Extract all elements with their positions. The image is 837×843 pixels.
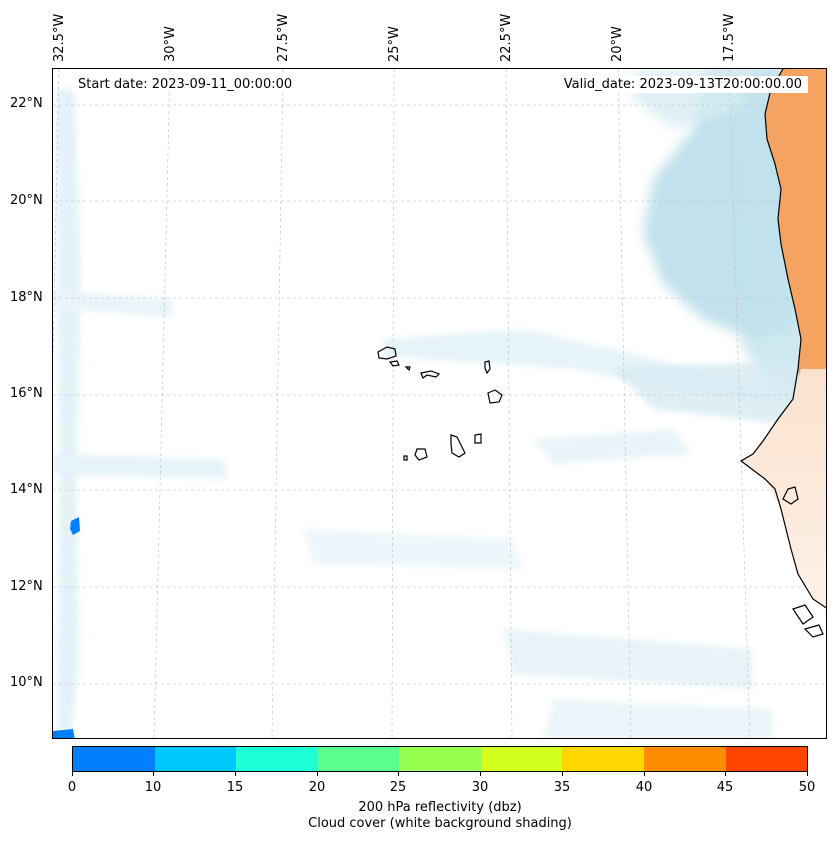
colorbar-segment-0-10 <box>73 747 155 771</box>
cloud-streak-8 <box>613 359 813 429</box>
lon-label-17-5: 17.5°W <box>722 13 737 62</box>
colorbar-tick-0: 0 <box>67 780 77 795</box>
lat-label-14: 14°N <box>10 482 43 497</box>
valid-date-label: Valid_date: 2023-09-13T20:00:00.00 <box>557 76 808 93</box>
island-santo-antao <box>377 346 397 360</box>
lon-label-22-5: 22.5°W <box>499 13 514 62</box>
cloud-band-west <box>55 89 81 734</box>
grid-lon-17-5 <box>728 69 751 738</box>
colorbar-segment-30-35 <box>480 747 563 771</box>
colorbar-tick-mark <box>562 772 563 776</box>
radar-echoes <box>53 517 80 738</box>
coast-bijagos <box>803 624 824 638</box>
cloud-streak-2 <box>53 454 228 479</box>
cloud-streak-5 <box>303 529 523 569</box>
lon-label-27-5: 27.5°W <box>276 13 291 62</box>
colorbar-tick-mark <box>153 772 154 776</box>
grid-lon-27-5 <box>271 69 284 738</box>
colorbar-segment-15-20 <box>236 747 318 771</box>
grid-lon-20 <box>617 69 632 738</box>
land-layer <box>741 69 826 608</box>
island-sao-nicolau <box>420 370 441 379</box>
lon-label-30: 30°W <box>163 26 178 62</box>
coastlines <box>377 69 826 638</box>
cloud-streak-4 <box>533 429 693 464</box>
grid-lon-30 <box>153 69 171 738</box>
lat-label-22: 22°N <box>10 96 43 111</box>
colorbar-subtitle: Cloud cover (white background shading) <box>308 816 572 831</box>
land-africa-north <box>765 69 826 399</box>
colorbar-segment-35-40 <box>562 747 644 771</box>
coast-gambia <box>782 486 799 505</box>
cloud-streak-7 <box>543 699 773 738</box>
colorbar-tick-mark <box>807 772 808 776</box>
grid-lon-22-5 <box>505 69 513 738</box>
lat-label-18: 18°N <box>10 290 43 305</box>
island-boa-vista <box>487 389 503 404</box>
colorbar-tick-mark <box>317 772 318 776</box>
land-africa-south <box>741 369 826 608</box>
colorbar-tick-mark <box>644 772 645 776</box>
cloud-streak-3 <box>53 291 173 317</box>
map-canvas <box>53 69 826 738</box>
island-sao-vicente <box>388 360 400 367</box>
colorbar-tick-20: 20 <box>308 780 326 795</box>
cloud-cover-layer <box>53 69 813 738</box>
colorbar-tick-mark <box>72 772 73 776</box>
reflectivity-colorbar <box>72 746 808 772</box>
grid-lon-25 <box>391 69 395 738</box>
colorbar-tick-15: 15 <box>226 780 244 795</box>
lon-label-25: 25°W <box>387 26 402 62</box>
map-panel <box>52 68 827 739</box>
lon-label-32-5: 32.5°W <box>52 13 67 62</box>
start-date-label: Start date: 2023-09-11_00:00:00 <box>72 76 299 93</box>
island-santiago <box>450 434 466 458</box>
radar-echo-corner <box>53 729 75 738</box>
colorbar-tick-mark <box>398 772 399 776</box>
colorbar-segment-45-50 <box>725 747 808 771</box>
colorbar-segment-25-30 <box>399 747 481 771</box>
lat-label-10: 10°N <box>10 675 43 690</box>
lat-label-20: 20°N <box>10 193 43 208</box>
colorbar-segment-40-45 <box>643 747 726 771</box>
island-santa-luzia <box>404 366 411 372</box>
colorbar-tick-30: 30 <box>471 780 489 795</box>
lat-label-12: 12°N <box>10 579 43 594</box>
radar-echo-west <box>70 517 80 535</box>
colorbar-tick-40: 40 <box>635 780 653 795</box>
colorbar-tick-mark <box>235 772 236 776</box>
island-brava <box>403 455 408 461</box>
colorbar-tick-35: 35 <box>553 780 571 795</box>
colorbar-tick-mark <box>480 772 481 776</box>
colorbar-tick-50: 50 <box>798 780 816 795</box>
lon-label-20: 20°W <box>610 26 625 62</box>
cloud-streak-6 <box>503 629 753 689</box>
lat-label-16: 16°N <box>10 386 43 401</box>
colorbar-tick-mark <box>725 772 726 776</box>
colorbar-tick-45: 45 <box>716 780 734 795</box>
colorbar-segment-10-15 <box>154 747 237 771</box>
colorbar-tick-25: 25 <box>389 780 407 795</box>
graticule <box>53 69 826 738</box>
coast-guinea-bissau <box>792 604 814 625</box>
island-fogo <box>414 448 428 461</box>
colorbar-tick-10: 10 <box>144 780 162 795</box>
coast-africa <box>739 69 826 609</box>
island-maio <box>474 433 482 444</box>
colorbar-title: 200 hPa reflectivity (dbz) <box>358 800 522 815</box>
colorbar-segment-20-25 <box>317 747 400 771</box>
island-sal <box>484 360 491 375</box>
